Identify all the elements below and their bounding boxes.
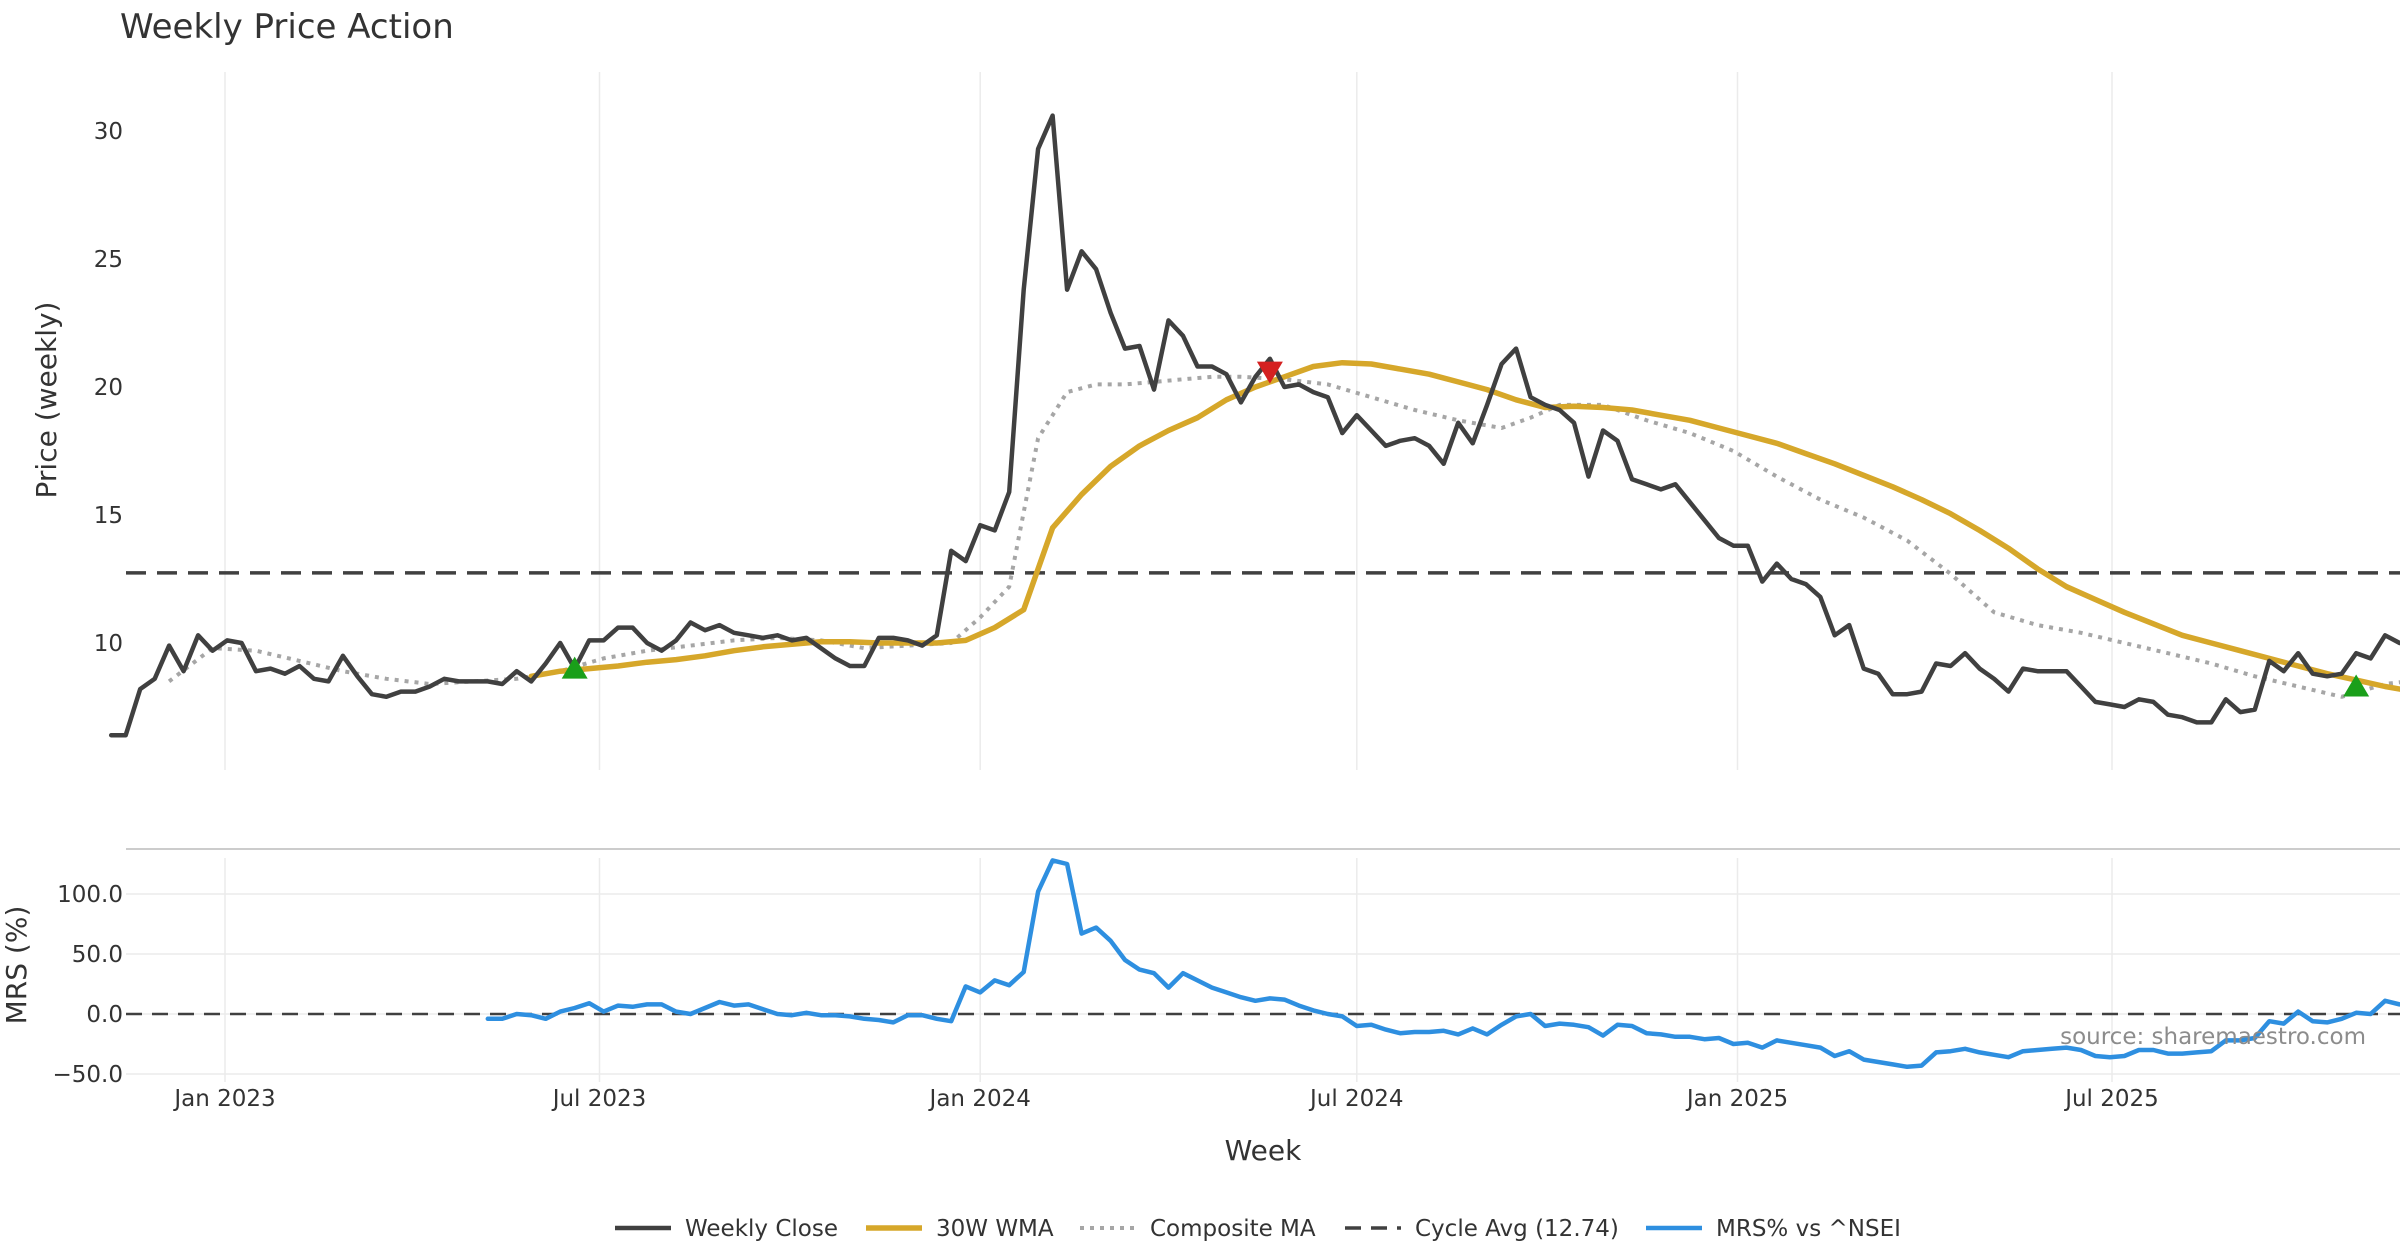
legend-label: Composite MA bbox=[1150, 1216, 1316, 1242]
mrs-y-axis-label: MRS (%) bbox=[0, 906, 33, 1025]
signal-markers bbox=[561, 361, 2370, 697]
source-attribution: source: sharemaestro.com bbox=[2060, 1024, 2366, 1050]
buy-signal-marker bbox=[561, 656, 588, 679]
x-tick-label: Jul 2023 bbox=[551, 1086, 647, 1112]
chart-title: Weekly Price Action bbox=[120, 7, 454, 47]
x-tick-label: Jul 2024 bbox=[1308, 1086, 1404, 1112]
mrs-line bbox=[485, 858, 2400, 1070]
mrs-series-line bbox=[485, 858, 2400, 1070]
mrs-y-axis: −50.0 0.0 50.0 100.0 bbox=[53, 882, 123, 1088]
price-y-tick-label: 20 bbox=[94, 375, 123, 401]
price-y-tick-label: 15 bbox=[94, 503, 123, 529]
price-panel-gridlines bbox=[224, 72, 2113, 770]
sell-signal-marker bbox=[1256, 361, 1283, 384]
mrs-y-tick-label: 50.0 bbox=[72, 942, 123, 968]
x-axis-label: Week bbox=[1225, 1134, 1302, 1167]
mrs-y-tick-label: 100.0 bbox=[57, 882, 123, 908]
composite-ma-line bbox=[167, 374, 2400, 699]
price-y-axis: 10 15 20 25 30 bbox=[94, 119, 123, 657]
price-y-tick-label: 10 bbox=[94, 631, 123, 657]
mrs-y-tick-label: 0.0 bbox=[86, 1002, 123, 1028]
legend-label: 30W WMA bbox=[936, 1216, 1054, 1242]
price-y-tick-label: 25 bbox=[94, 247, 123, 273]
x-axis: Jan 2023 Jul 2023 Jan 2024 Jul 2024 Jan 2025… bbox=[172, 1086, 2158, 1112]
buy-signal-marker bbox=[2343, 674, 2370, 697]
wma-30w-line bbox=[528, 359, 2400, 692]
x-tick-label: Jan 2024 bbox=[928, 1086, 1031, 1112]
price-y-tick-label: 30 bbox=[94, 119, 123, 145]
mrs-y-tick-label: −50.0 bbox=[53, 1062, 123, 1088]
legend-label: Weekly Close bbox=[685, 1216, 838, 1242]
price-series-lines bbox=[108, 113, 2400, 738]
price-y-axis-label: Price (weekly) bbox=[30, 302, 63, 499]
weekly-close-line bbox=[108, 113, 2400, 738]
legend-label: MRS% vs ^NSEI bbox=[1716, 1216, 1901, 1242]
x-tick-label: Jan 2025 bbox=[1685, 1086, 1788, 1112]
legend-label: Cycle Avg (12.74) bbox=[1415, 1216, 1619, 1242]
chart-legend: Weekly Close 30W WMA Composite MA Cycle Avg… bbox=[615, 1216, 1901, 1242]
x-tick-label: Jan 2023 bbox=[172, 1086, 275, 1112]
x-tick-label: Jul 2025 bbox=[2063, 1086, 2159, 1112]
